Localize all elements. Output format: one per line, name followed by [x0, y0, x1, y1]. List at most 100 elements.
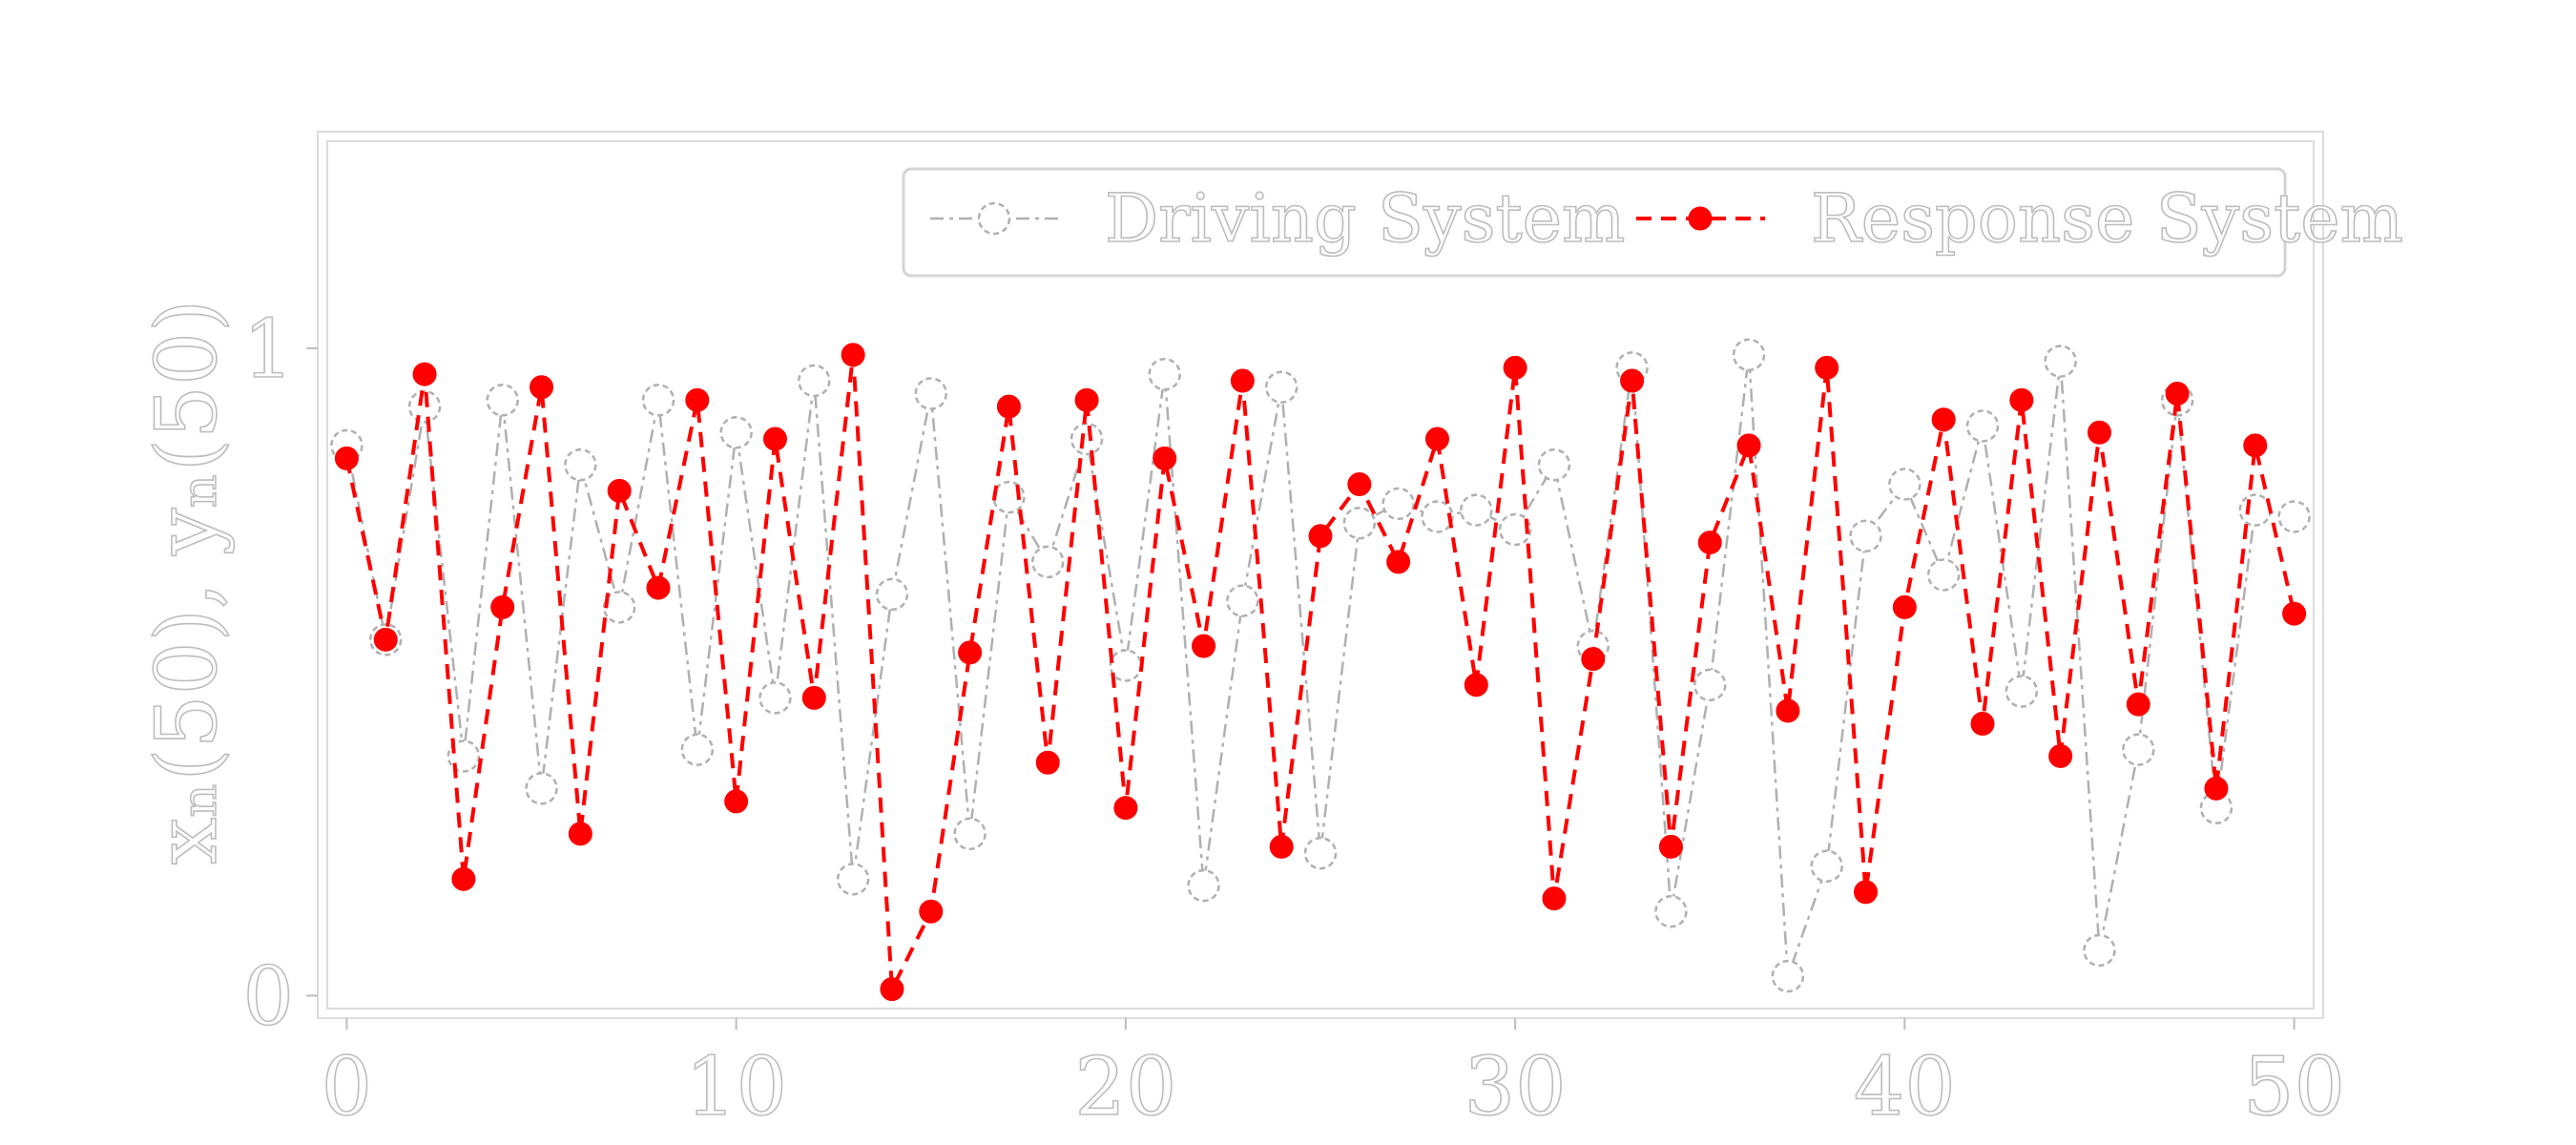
- data-point-response: [1113, 796, 1138, 821]
- data-point-response: [724, 789, 749, 814]
- data-point-driving: [914, 377, 948, 410]
- data-point-response: [1347, 472, 1372, 497]
- data-point-driving: [1926, 558, 1961, 592]
- legend-marker-driving: [930, 201, 1059, 236]
- data-point-driving: [1732, 338, 1766, 372]
- x-tick-label: 30: [1465, 1040, 1567, 1134]
- data-point-driving: [680, 733, 715, 766]
- legend-point-response: [1688, 206, 1713, 231]
- data-point-driving: [486, 384, 519, 417]
- data-point-response: [568, 822, 592, 846]
- data-point-driving: [875, 577, 909, 612]
- data-point-driving: [1965, 409, 2000, 443]
- data-point-driving: [1888, 468, 1922, 501]
- data-point-response: [490, 594, 515, 619]
- data-point-driving: [719, 416, 753, 449]
- x-tick-label: 10: [685, 1040, 787, 1134]
- data-point-driving: [1693, 668, 1727, 702]
- data-point-driving: [953, 817, 987, 851]
- data-point-response: [412, 362, 437, 386]
- data-point-driving: [1381, 487, 1415, 521]
- data-point-driving: [1771, 959, 1805, 993]
- data-point-response: [1386, 550, 1411, 574]
- data-point-response: [1658, 834, 1683, 859]
- data-point-response: [880, 977, 904, 1002]
- data-point-driving: [602, 591, 636, 624]
- data-point-response: [1697, 531, 1722, 555]
- data-point-response: [607, 478, 632, 503]
- legend: Driving System Response System: [902, 167, 2404, 278]
- data-point-response: [1192, 634, 1216, 658]
- data-point-driving: [1654, 894, 1688, 928]
- series-layer: [330, 338, 2311, 1002]
- data-point-response: [2243, 433, 2268, 458]
- data-point-response: [685, 387, 710, 412]
- data-point-driving: [798, 364, 831, 398]
- data-point-driving: [836, 863, 870, 896]
- axis-ticks: 0 10 20 30 40 50 0 1: [242, 302, 2346, 1135]
- data-point-response: [1776, 698, 1800, 723]
- data-point-response: [646, 575, 671, 600]
- data-point-response: [2204, 776, 2229, 801]
- data-point-response: [841, 343, 865, 367]
- data-point-response: [958, 640, 983, 665]
- data-point-response: [1424, 427, 1449, 451]
- data-point-response: [919, 899, 944, 924]
- data-point-driving: [1421, 500, 1454, 533]
- data-point-response: [1736, 433, 1761, 458]
- data-point-response: [1581, 647, 1606, 672]
- legend-marker-response: [1636, 206, 1765, 231]
- series-line-response: [344, 352, 2296, 991]
- data-point-driving: [1810, 849, 1843, 884]
- data-point-driving: [1264, 370, 1298, 405]
- data-point-driving: [1187, 868, 1220, 903]
- data-point-driving: [1342, 506, 1377, 540]
- data-point-driving: [2083, 933, 2116, 968]
- data-point-response: [1464, 673, 1488, 697]
- data-point-response: [1542, 886, 1567, 911]
- data-point-response: [762, 427, 787, 451]
- data-point-response: [1970, 712, 1995, 737]
- data-point-response: [373, 627, 398, 652]
- data-point-response: [1854, 880, 1879, 905]
- data-point-response: [2087, 420, 2111, 445]
- x-tick-label: 20: [1074, 1040, 1176, 1134]
- data-point-response: [2048, 743, 2073, 768]
- data-point-response: [451, 866, 476, 891]
- legend-label-driving: Driving System: [1105, 179, 1625, 258]
- data-point-response: [1308, 524, 1333, 549]
- data-point-driving: [2122, 733, 2155, 766]
- data-point-driving: [1148, 357, 1181, 391]
- x-tick-label: 0: [322, 1040, 372, 1134]
- data-point-driving: [2044, 344, 2077, 378]
- x-tick-label: 50: [2243, 1040, 2345, 1134]
- data-point-driving: [1303, 836, 1338, 870]
- data-point-response: [1269, 834, 1294, 859]
- data-point-driving: [525, 772, 558, 805]
- y-axis-label: xₙ(50), yₙ(50): [137, 300, 236, 865]
- data-point-response: [334, 446, 359, 470]
- data-point-response: [1074, 387, 1099, 412]
- data-point-response: [2282, 601, 2307, 626]
- data-point-driving: [1226, 584, 1259, 617]
- y-tick-label: 0: [243, 949, 294, 1043]
- data-point-response: [2126, 692, 2150, 717]
- data-point-driving: [1849, 519, 1882, 553]
- y-tick-label: 1: [243, 302, 294, 396]
- data-point-response: [1503, 355, 1527, 380]
- series-line-driving: [345, 353, 2295, 978]
- data-point-response: [1153, 446, 1177, 470]
- data-point-driving: [758, 681, 792, 715]
- data-point-driving: [1460, 493, 1493, 527]
- legend-box: [902, 167, 2287, 278]
- data-point-driving: [2005, 675, 2039, 708]
- legend-label-response: Response System: [1811, 179, 2403, 258]
- data-point-driving: [1537, 448, 1571, 482]
- data-point-driving: [1070, 422, 1104, 456]
- plot-frame: [317, 131, 2324, 1019]
- plot-frame-inner: [326, 140, 2315, 1010]
- x-tick-label: 40: [1854, 1040, 1956, 1134]
- data-point-driving: [641, 384, 675, 417]
- data-point-response: [1620, 368, 1645, 393]
